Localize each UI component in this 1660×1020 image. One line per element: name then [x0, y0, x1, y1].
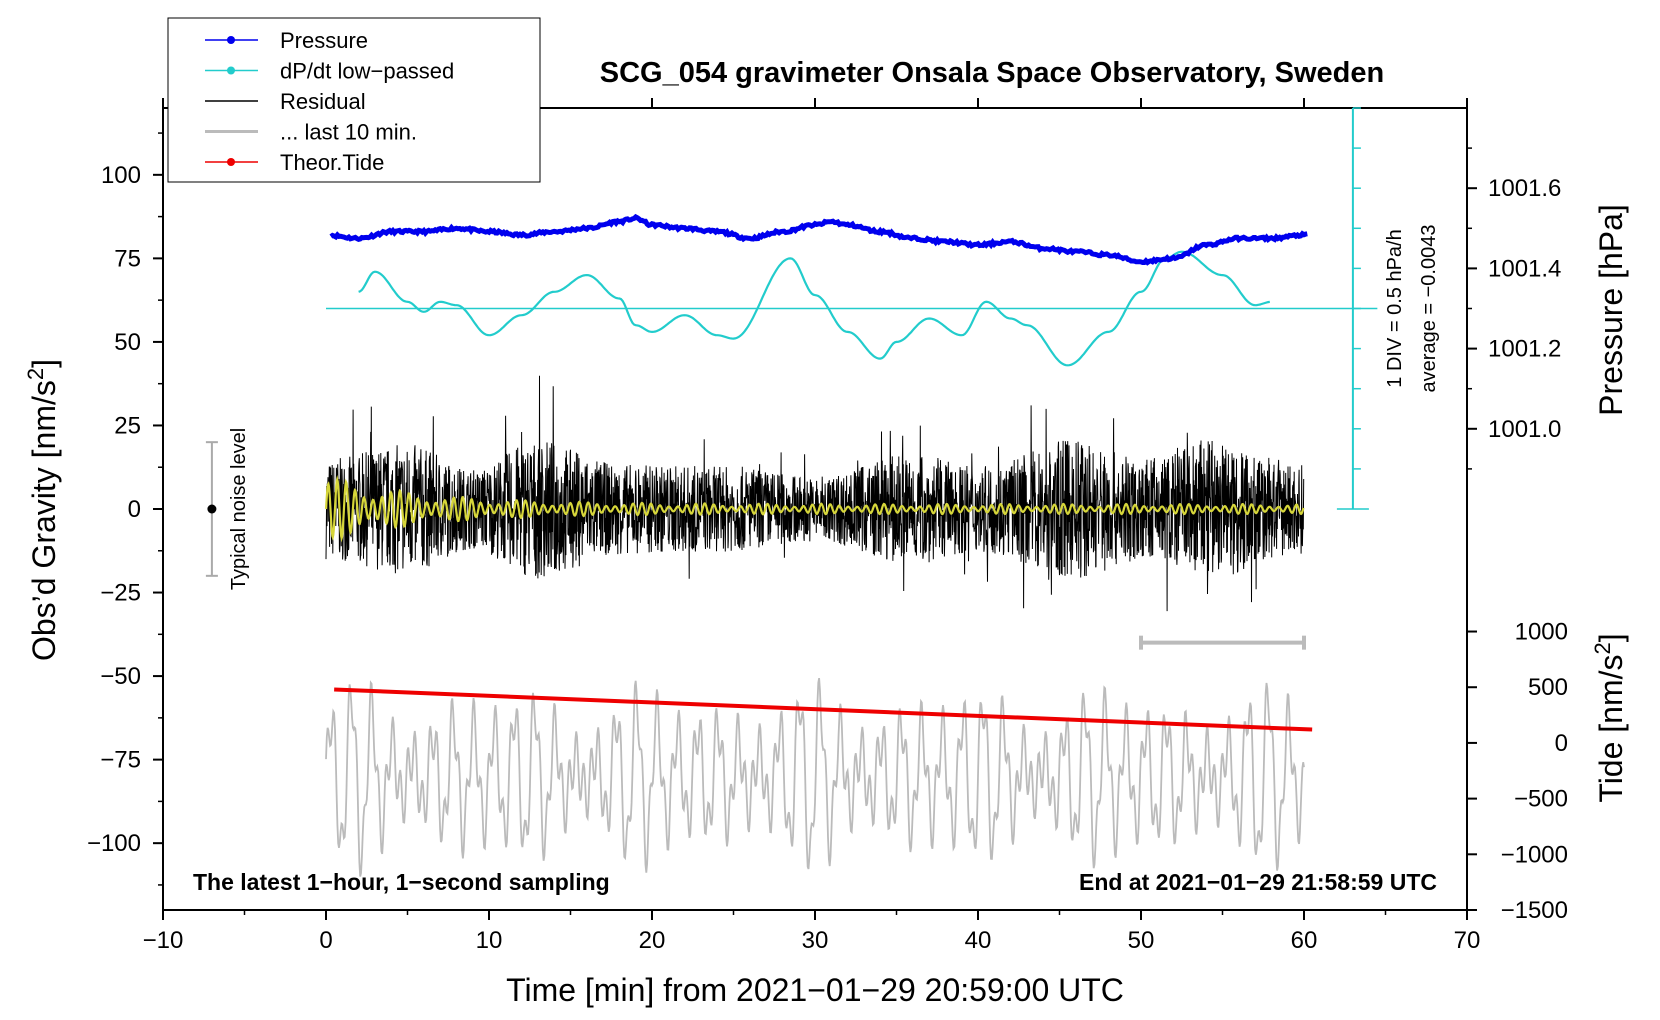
series-lowpassed-residual: [324, 475, 1305, 543]
chart-title: SCG_054 gravimeter Onsala Space Observat…: [600, 57, 1384, 89]
y-tick-label: −100: [87, 830, 141, 857]
x-tick-label: 20: [639, 927, 666, 954]
legend-marker: [227, 66, 235, 75]
axes-layer: −10 0 10 20 30 40 50 60 701007550250−25−50−75−10…: [87, 98, 1568, 954]
y-axis-title-pressure: Pressure [hPa]: [1593, 204, 1629, 416]
series-dpdt: [358, 250, 1270, 367]
x-tick-label: 0: [319, 927, 332, 954]
series-residual: [325, 375, 1305, 612]
noise-center-dot: [207, 504, 217, 514]
legend-label: Theor.Tide: [280, 150, 384, 175]
y-tick-label: −25: [100, 580, 141, 607]
y-axis-title-tide: Tide [nm/s2]: [1590, 633, 1629, 802]
noise-label: Typical noise level: [228, 428, 250, 590]
legend-marker: [227, 36, 235, 44]
legend-box: [167, 17, 541, 183]
legend-label: Residual: [280, 89, 366, 114]
legend-label: dP/dt low−passed: [280, 59, 454, 84]
y-tick-label: 0: [128, 496, 141, 523]
series-last-10-min: [325, 677, 1305, 877]
annotation-bottom-left: The latest 1−hour, 1−second sampling: [193, 869, 610, 895]
y-tick-label: −50: [100, 663, 141, 690]
extras-layer: 1 DIV = 0.5 hPa/h average = −0.0043 Typica…: [205, 107, 1440, 650]
x-tick-label: 50: [1128, 927, 1155, 954]
x-tick-label: 40: [965, 927, 992, 954]
tide-tick-label: 500: [1528, 674, 1568, 701]
pressure-tick-label: 1001.2: [1488, 336, 1561, 363]
y-tick-label: 50: [114, 329, 141, 356]
series-theor-tide: [334, 687, 1313, 732]
legend: Pressure dP/dt low−passed Residual ... last…: [167, 17, 541, 183]
x-tick-label: 70: [1454, 927, 1481, 954]
x-tick-label: 60: [1291, 927, 1318, 954]
x-tick-label: 30: [802, 927, 829, 954]
legend-label: Pressure: [280, 28, 368, 53]
pressure-tick-label: 1001.4: [1488, 255, 1561, 282]
x-tick-label: −10: [143, 927, 184, 954]
y-tick-label: 100: [101, 162, 141, 189]
legend-label: ... last 10 min.: [280, 120, 417, 145]
scale-bar-average: average = −0.0043: [1418, 225, 1440, 393]
tide-tick-label: −1000: [1501, 841, 1568, 868]
tide-tick-label: −500: [1514, 786, 1568, 813]
pressure-tick-label: 1001.6: [1488, 175, 1561, 202]
tide-tick-label: 0: [1555, 730, 1568, 757]
y-axis-title-left: Obs’d Gravity [nm/s2]: [23, 359, 62, 661]
series-pressure: [329, 213, 1308, 266]
legend-marker: [227, 158, 235, 166]
pressure-tick-label: 1001.0: [1488, 416, 1561, 443]
y-tick-label: 25: [114, 412, 141, 439]
x-axis-title: Time [min] from 2021−01−29 20:59:00 UTC: [506, 972, 1124, 1008]
tide-tick-label: −1500: [1501, 897, 1568, 924]
annotation-bottom-right: End at 2021−01−29 21:58:59 UTC: [1079, 869, 1437, 895]
x-tick-label: 10: [476, 927, 503, 954]
y-tick-label: 75: [114, 245, 141, 272]
series-layer: [324, 213, 1313, 877]
y-tick-label: −75: [100, 747, 141, 774]
scale-bar-label: 1 DIV = 0.5 hPa/h: [1384, 229, 1406, 387]
tide-tick-label: 1000: [1515, 619, 1568, 646]
